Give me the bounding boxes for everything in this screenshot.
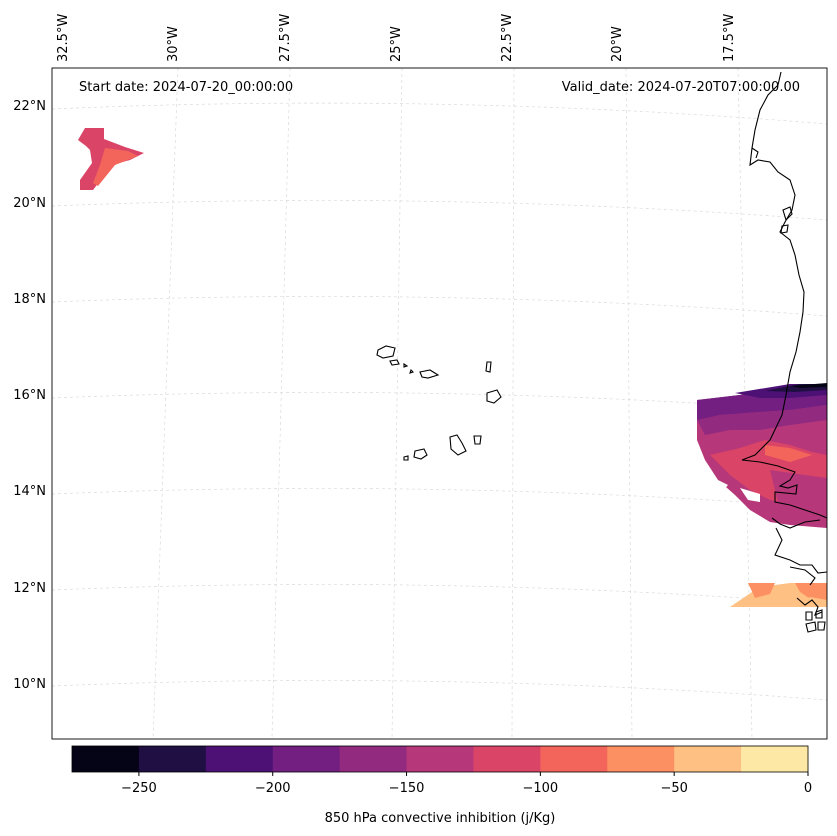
colorbar-swatches bbox=[72, 746, 809, 772]
cin-field-east bbox=[697, 383, 827, 528]
lon-label: 20°W bbox=[610, 26, 625, 62]
lat-label: 16°N bbox=[13, 388, 46, 403]
lon-label: 22.5°W bbox=[500, 14, 515, 62]
cin-field-south bbox=[730, 583, 827, 607]
gridlines bbox=[51, 67, 828, 740]
cape-verde-islands bbox=[376, 345, 502, 461]
cin-field-northwest bbox=[78, 128, 144, 190]
valid-date-label: Valid_date: 2024-07-20T07:00:00.00 bbox=[562, 80, 800, 95]
longitude-labels: 32.5°W 30°W 27.5°W 25°W 22.5°W 20°W 17.5… bbox=[56, 14, 737, 62]
colorbar: −250 −200 −150 −100 −50 0 850 hPa convective … bbox=[71, 745, 812, 826]
lat-label: 14°N bbox=[13, 484, 46, 499]
colorbar-swatch bbox=[540, 746, 608, 772]
colorbar-tick-label: −200 bbox=[255, 781, 291, 796]
lat-label: 10°N bbox=[13, 677, 46, 692]
colorbar-swatch bbox=[72, 746, 140, 772]
colorbar-tick-label: −250 bbox=[121, 781, 157, 796]
colorbar-frame bbox=[71, 745, 809, 773]
lon-label: 25°W bbox=[389, 26, 404, 62]
colorbar-swatch bbox=[473, 746, 541, 772]
west-africa-coastline bbox=[741, 71, 828, 633]
colorbar-swatch bbox=[406, 746, 474, 772]
colorbar-swatch bbox=[607, 746, 675, 772]
lat-label: 22°N bbox=[13, 99, 46, 114]
colorbar-tick-label: 0 bbox=[804, 781, 812, 796]
latitude-labels: 22°N 20°N 18°N 16°N 14°N 12°N 10°N bbox=[13, 99, 46, 692]
lon-label: 27.5°W bbox=[278, 14, 293, 62]
colorbar-ticks: −250 −200 −150 −100 −50 0 bbox=[121, 772, 812, 796]
colorbar-tick-label: −50 bbox=[660, 781, 687, 796]
colorbar-tick-label: −150 bbox=[389, 781, 425, 796]
map-frame bbox=[51, 67, 828, 740]
lon-label: 32.5°W bbox=[56, 14, 71, 62]
colorbar-swatch bbox=[138, 746, 207, 772]
start-date-label: Start date: 2024-07-20_00:00:00 bbox=[79, 80, 293, 95]
colorbar-label: 850 hPa convective inhibition (j/Kg) bbox=[325, 811, 556, 826]
colorbar-swatch bbox=[272, 746, 341, 772]
colorbar-swatch bbox=[205, 746, 274, 772]
lon-label: 30°W bbox=[166, 26, 181, 62]
lon-label: 17.5°W bbox=[722, 14, 737, 62]
lat-label: 12°N bbox=[13, 581, 46, 596]
colorbar-swatch bbox=[339, 746, 408, 772]
colorbar-swatch bbox=[741, 746, 809, 772]
colorbar-tick-label: −100 bbox=[523, 781, 559, 796]
colorbar-swatch bbox=[674, 746, 742, 772]
lat-label: 18°N bbox=[13, 292, 46, 307]
lat-label: 20°N bbox=[13, 196, 46, 211]
